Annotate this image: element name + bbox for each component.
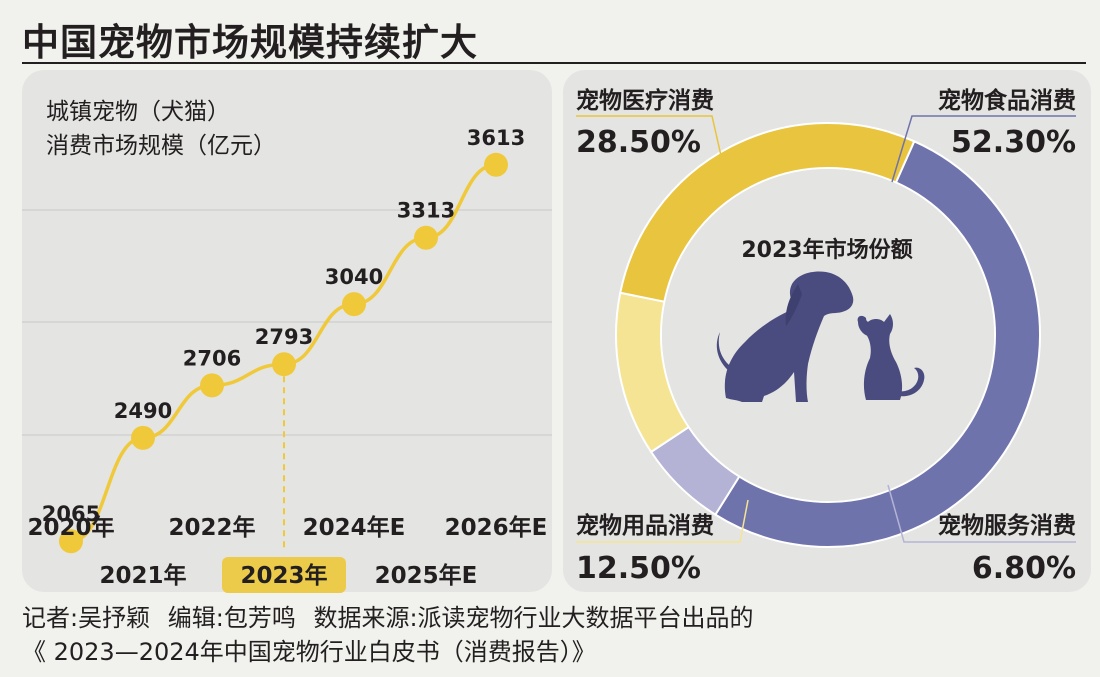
data-point-2021年 [131,425,155,450]
slice-value-宠物医疗消费: 28.50% [576,125,701,160]
slice-label-宠物用品消费: 宠物用品消费 [576,512,714,539]
data-label-2022年: 2706 [183,346,241,370]
editor-credit: 编辑:包芳鸣 [167,604,296,632]
data-label-2023年: 2793 [255,325,313,349]
highlight-tag [222,557,346,593]
x-tick-2023年: 2023年 [240,562,327,589]
cat-tail [896,367,925,397]
data-point-2023年 [272,352,296,377]
data-label-2021年: 2490 [114,399,172,423]
x-tick-2026年E: 2026年E [445,514,548,541]
x-tick-2021年: 2021年 [99,562,186,589]
slice-label-宠物医疗消费: 宠物医疗消费 [576,87,714,114]
data-point-2025年E [414,225,438,250]
line-chart-panel [22,70,552,592]
leader-宠物食品消费 [891,115,1076,183]
slice-label-宠物食品消费: 宠物食品消费 [938,87,1076,114]
x-tick-2020年: 2020年 [27,514,114,541]
data-label-2024年E: 3040 [325,265,383,289]
source-credit: 数据来源:派读宠物行业大数据平台出品的 [313,604,754,632]
chart-title: 中国宠物市场规模持续扩大 [22,21,478,64]
slice-value-宠物用品消费: 12.50% [576,551,701,586]
source-title: 《 2023—2024年中国宠物行业白皮书（消费报告）》 [22,638,596,666]
title-rule [22,62,1086,64]
dog-tail [716,332,736,372]
dog-ear [785,284,802,326]
slice-宠物医疗消费 [619,122,916,303]
leader-宠物服务消费 [887,484,1076,543]
slice-value-宠物服务消费: 6.80% [972,551,1076,586]
slice-label-宠物服务消费: 宠物服务消费 [938,512,1076,539]
slice-宠物食品消费 [713,140,1041,548]
data-point-2020年 [59,529,83,554]
data-label-2025年E: 3313 [397,199,455,223]
credit-line: 记者:吴抒颖 编辑:包芳鸣 数据来源:派读宠物行业大数据平台出品的 [22,598,754,633]
x-tick-2022年: 2022年 [168,514,255,541]
data-point-2024年E [342,292,366,317]
donut-hole [662,169,994,501]
reporter-credit: 记者:吴抒颖 [22,604,151,632]
data-point-2026年E [484,152,508,177]
dog-cat-silhouette-icon [716,271,925,402]
dog-silhouette [724,271,854,402]
y-axis-title-line1: 城镇宠物（犬猫） [46,99,230,125]
x-tick-2024年E: 2024年E [303,514,406,541]
data-label-2020年: 2065 [42,502,100,526]
donut-center-label: 2023年市场份额 [741,238,913,263]
slice-value-宠物食品消费: 52.30% [951,125,1076,160]
y-axis-title-line2: 消费市场规模（亿元） [46,133,276,159]
cat-paw [857,315,868,336]
data-point-2022年 [200,373,224,398]
cat-silhouette [861,314,903,400]
data-label-2026年E: 3613 [467,126,525,150]
leader-宠物用品消费 [576,499,749,543]
x-tick-2025年E: 2025年E [375,562,478,589]
leader-宠物医疗消费 [576,115,723,161]
